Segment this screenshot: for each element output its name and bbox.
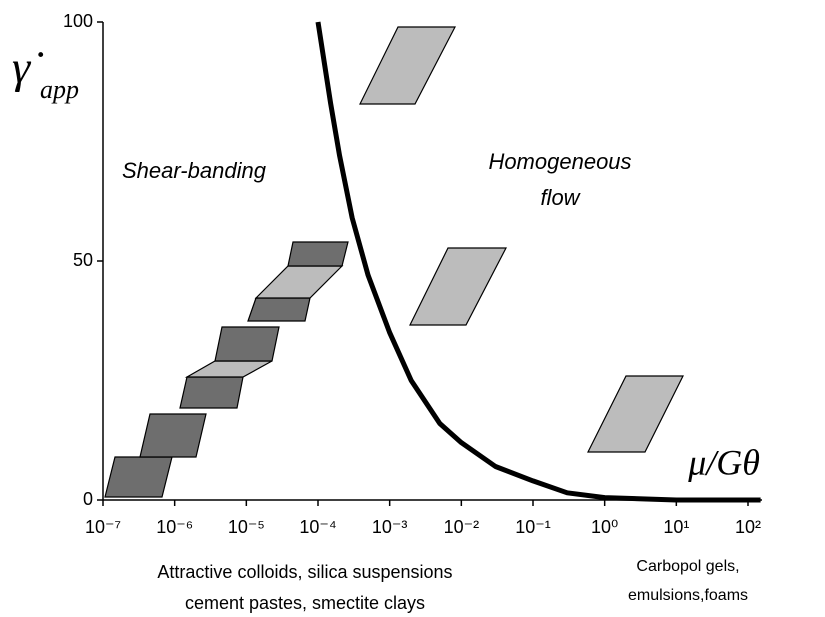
banded-sample: [187, 361, 272, 377]
banded-sample: [248, 298, 310, 321]
y-tick-label: 0: [83, 489, 93, 509]
banded-sample: [180, 377, 243, 408]
caption: cement pastes, smectite clays: [185, 593, 425, 613]
annotation: Homogeneous: [488, 149, 631, 174]
banded-sample: [215, 327, 279, 361]
homogeneous-sample: [588, 376, 683, 452]
x-tick-label: 10⁻¹: [515, 517, 551, 537]
annotation: Shear-banding: [122, 158, 267, 183]
x-axis-label: μ/Gθ: [687, 442, 760, 482]
y-tick-label: 50: [73, 250, 93, 270]
banded-sample: [140, 414, 206, 457]
banded-sample: [105, 457, 172, 497]
caption: emulsions,foams: [628, 587, 748, 604]
x-tick-label: 10⁻⁶: [156, 517, 193, 537]
caption: Carbopol gels,: [636, 558, 739, 575]
sample-shapes: [105, 27, 683, 497]
banded-sample: [288, 242, 348, 266]
y-tick-label: 100: [63, 11, 93, 31]
y-axis-label-subscript: app: [40, 75, 79, 104]
annotation: flow: [540, 185, 581, 210]
x-tick-label: 10⁻²: [444, 517, 480, 537]
x-tick-label: 10¹: [663, 517, 689, 537]
caption: Attractive colloids, silica suspensions: [157, 562, 452, 582]
x-tick-label: 10⁻³: [372, 517, 408, 537]
homogeneous-sample: [360, 27, 455, 104]
banded-sample: [256, 266, 342, 298]
x-tick-label: 10⁻⁵: [228, 517, 265, 537]
x-tick-label: 10⁻⁷: [85, 517, 121, 537]
x-tick-label: 10⁻⁴: [299, 517, 336, 537]
x-tick-label: 10²: [735, 517, 761, 537]
homogeneous-sample: [410, 248, 506, 325]
chart: γ̇ app μ/Gθ Shear-banding Homogeneous fl…: [0, 0, 825, 617]
x-tick-label: 10⁰: [591, 517, 618, 537]
